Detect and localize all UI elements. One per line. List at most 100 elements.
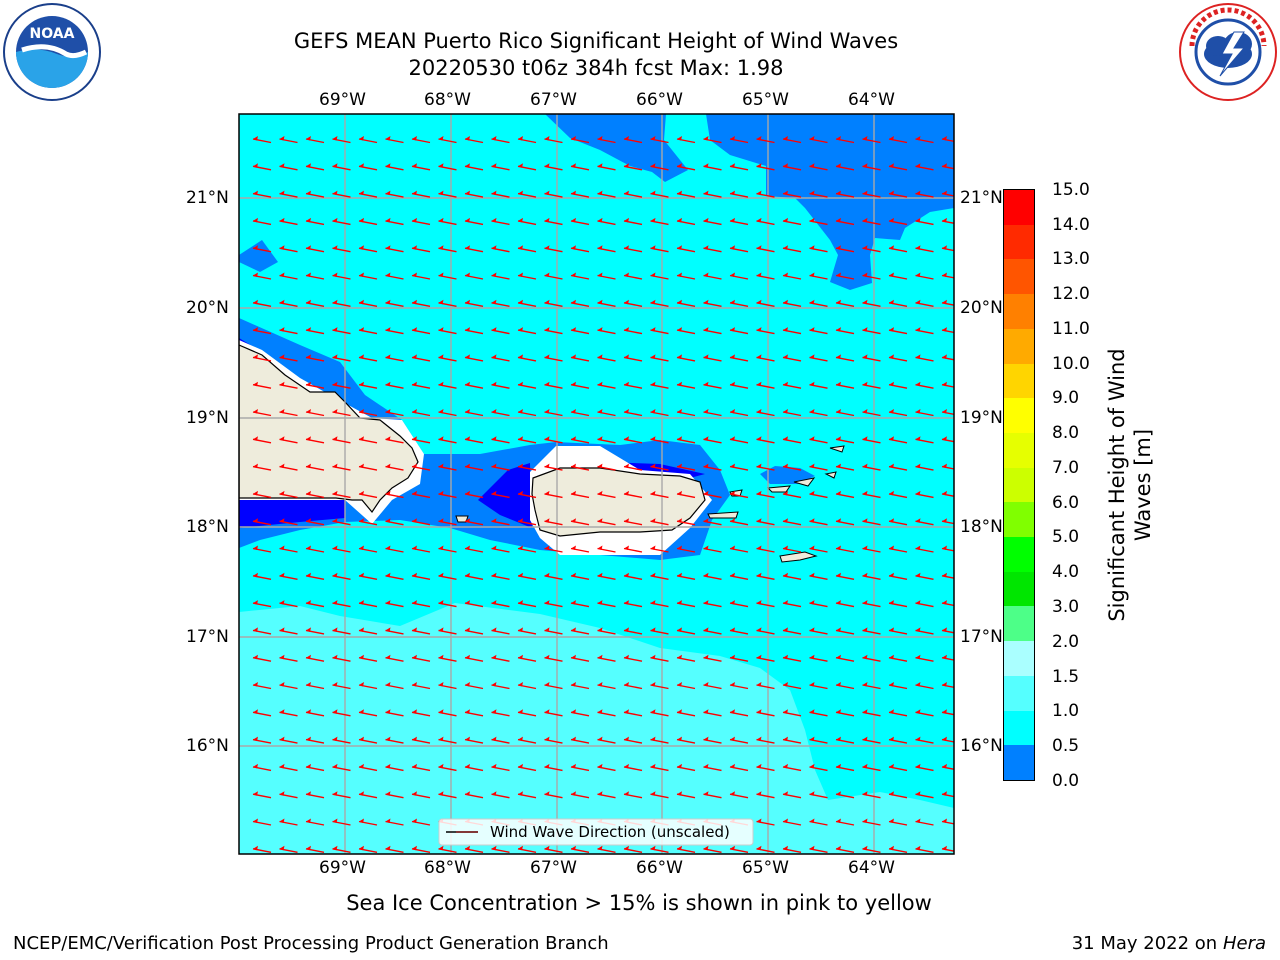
wind-arrow-head <box>942 763 947 769</box>
wind-arrow-head <box>359 627 364 632</box>
wind-arrow-head <box>491 245 497 250</box>
wind-arrow-head <box>306 627 311 632</box>
colorbar-swatch <box>1004 294 1034 330</box>
lat-label-left: 18°N <box>186 517 229 537</box>
wind-arrow-head <box>597 327 603 332</box>
wind-arrow-head <box>279 845 285 851</box>
wind-arrow-head <box>862 709 868 714</box>
wind-arrow-head <box>571 736 576 742</box>
wind-arrow-head <box>491 436 497 441</box>
wind-arrow-head <box>306 545 311 550</box>
wind-arrow-head <box>756 136 762 141</box>
wind-arrow-head <box>544 627 550 632</box>
wind-arrow-head <box>915 791 921 796</box>
wind-arrow-head <box>306 299 311 305</box>
wind-arrow-head <box>730 245 735 250</box>
wind-arrow-head <box>942 490 947 496</box>
wind-arrow-head <box>412 654 417 660</box>
wind-arrow-head <box>571 354 576 359</box>
wind-arrow-head <box>862 299 868 305</box>
wind-arrow-head <box>942 654 947 660</box>
wind-arrow-head <box>889 327 894 332</box>
wind-arrow-head <box>756 736 762 742</box>
lat-label-right: 16°N <box>960 736 1003 756</box>
wind-arrow-head <box>306 736 311 742</box>
wind-arrow-head <box>332 545 338 550</box>
wind-arrow-head <box>571 436 576 441</box>
wind-arrow-head <box>783 436 788 441</box>
wind-arrow-head <box>756 354 762 359</box>
wind-arrow-head <box>253 354 258 359</box>
wind-arrow-head <box>518 136 523 141</box>
wind-arrow-head <box>836 627 841 632</box>
wind-arrow-head <box>412 272 417 277</box>
wind-arrow-head <box>491 682 497 687</box>
wind-arrow-head <box>332 763 338 769</box>
wind-arrow-head <box>915 845 921 851</box>
wind-arrow-head <box>279 272 285 277</box>
wind-arrow-head <box>862 381 868 387</box>
wind-arrow-head <box>889 163 894 168</box>
wind-arrow-head <box>756 409 762 414</box>
wind-arrow-head <box>412 818 417 823</box>
noaa-logo: NOAA <box>2 2 102 102</box>
wind-arrow-head <box>836 381 841 387</box>
wind-arrow-head <box>783 136 788 141</box>
lon-label-bottom: 65°W <box>742 858 789 878</box>
wind-arrow-head <box>915 190 921 196</box>
lat-label-right: 18°N <box>960 517 1003 537</box>
wind-arrow-head <box>465 654 470 660</box>
wind-arrow-head <box>571 327 576 332</box>
wind-arrow-head <box>412 136 417 141</box>
wind-arrow-head <box>889 490 894 496</box>
wind-arrow-head <box>809 736 815 742</box>
wind-arrow-head <box>836 818 841 823</box>
wind-arrow-head <box>491 572 497 578</box>
wind-arrow-head <box>809 654 815 660</box>
wind-arrow-head <box>942 791 947 796</box>
wind-arrow-head <box>703 163 709 168</box>
lat-label-right: 20°N <box>960 298 1003 318</box>
colorbar-swatch <box>1004 675 1034 712</box>
wind-arrow-head <box>465 354 470 359</box>
lon-label-bottom: 67°W <box>530 858 577 878</box>
wind-arrow-head <box>597 600 603 605</box>
wind-arrow-head <box>677 763 682 769</box>
wind-arrow-head <box>518 600 523 605</box>
colorbar-swatch <box>1004 606 1034 642</box>
wind-arrow-head <box>279 381 285 387</box>
wind-arrow-head <box>650 463 656 469</box>
wind-arrow-head <box>597 627 603 632</box>
wind-arrow-head <box>836 217 841 223</box>
wind-arrow-head <box>915 627 921 632</box>
wind-arrow-head <box>518 463 523 469</box>
wind-arrow-head <box>465 490 470 496</box>
wind-arrow-head <box>942 572 947 578</box>
wind-arrow-head <box>756 272 762 277</box>
wind-arrow-head <box>465 299 470 305</box>
wind-arrow-head <box>756 327 762 332</box>
wind-arrow-head <box>332 436 338 441</box>
wind-arrow-head <box>465 682 470 687</box>
wind-arrow-head <box>385 409 391 414</box>
wind-arrow-head <box>253 682 258 687</box>
wind-arrow-head <box>889 463 894 469</box>
wind-arrow-head <box>412 600 417 605</box>
wind-arrow-head <box>703 709 709 714</box>
wind-arrow-head <box>783 763 788 769</box>
wind-arrow-head <box>677 272 682 277</box>
wind-arrow-head <box>279 190 285 196</box>
wind-arrow-head <box>756 463 762 469</box>
wind-arrow-head <box>783 845 788 851</box>
wind-arrow-head <box>359 190 364 196</box>
wind-arrow-head <box>942 600 947 605</box>
wind-arrow-head <box>518 409 523 414</box>
wind-arrow-head <box>385 791 391 796</box>
wind-arrow-head <box>624 299 629 305</box>
wind-arrow-head <box>650 490 656 496</box>
wind-arrow-head <box>491 518 497 523</box>
wind-arrow-head <box>359 409 364 414</box>
wind-arrow-head <box>279 709 285 714</box>
wind-arrow-head <box>942 736 947 742</box>
wind-arrow-head <box>253 490 258 496</box>
